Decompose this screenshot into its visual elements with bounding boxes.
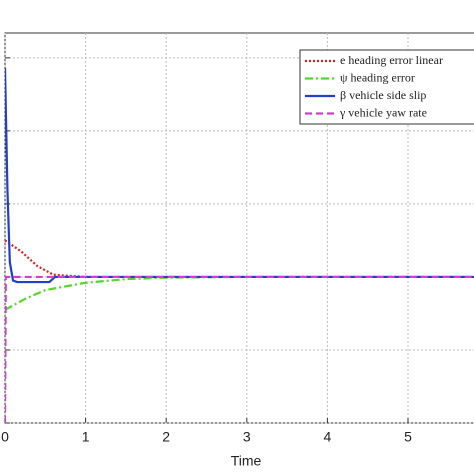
x-tick-label: 2 (162, 429, 170, 445)
x-axis-label: Time (231, 453, 262, 469)
legend-label: β vehicle side slip (340, 88, 426, 102)
legend-label: ψ heading error (340, 70, 415, 84)
legend-label: e heading error linear (340, 53, 443, 67)
x-tick-label: 1 (82, 429, 90, 445)
legend-box (299, 49, 474, 125)
x-tick-label: 0 (1, 429, 9, 445)
x-tick-label: 5 (404, 429, 412, 445)
series-line (5, 275, 474, 423)
legend-label: γ vehicle yaw rate (339, 105, 427, 119)
legend: e heading error linear ψ heading error β v… (299, 49, 474, 125)
series-line (5, 68, 474, 284)
lines (5, 68, 474, 423)
x-tick-label: 3 (243, 429, 251, 445)
x-tick-label: 4 (324, 429, 332, 445)
